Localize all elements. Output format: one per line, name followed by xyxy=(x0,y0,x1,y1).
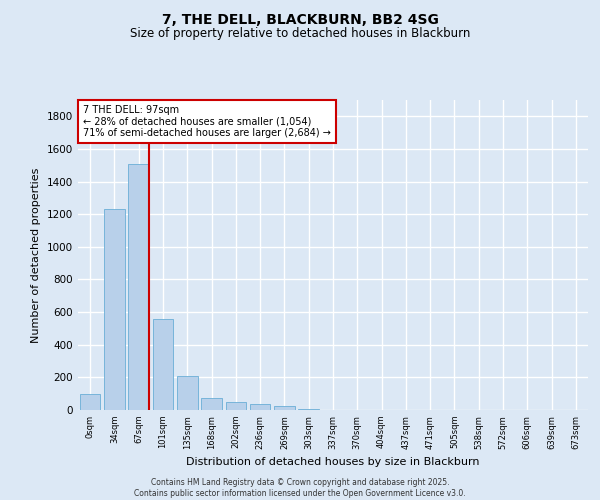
Bar xyxy=(274,406,295,410)
Text: 7, THE DELL, BLACKBURN, BB2 4SG: 7, THE DELL, BLACKBURN, BB2 4SG xyxy=(161,12,439,26)
Bar xyxy=(152,318,173,410)
Bar xyxy=(226,402,246,410)
Bar xyxy=(250,404,271,410)
Bar xyxy=(201,398,222,410)
Text: 7 THE DELL: 97sqm
← 28% of detached houses are smaller (1,054)
71% of semi-detac: 7 THE DELL: 97sqm ← 28% of detached hous… xyxy=(83,104,331,138)
Y-axis label: Number of detached properties: Number of detached properties xyxy=(31,168,41,342)
X-axis label: Distribution of detached houses by size in Blackburn: Distribution of detached houses by size … xyxy=(186,457,480,467)
Bar xyxy=(298,409,319,410)
Text: Size of property relative to detached houses in Blackburn: Size of property relative to detached ho… xyxy=(130,28,470,40)
Bar xyxy=(80,394,100,410)
Text: Contains HM Land Registry data © Crown copyright and database right 2025.
Contai: Contains HM Land Registry data © Crown c… xyxy=(134,478,466,498)
Bar xyxy=(104,208,125,410)
Bar xyxy=(128,164,149,410)
Bar xyxy=(177,376,197,410)
